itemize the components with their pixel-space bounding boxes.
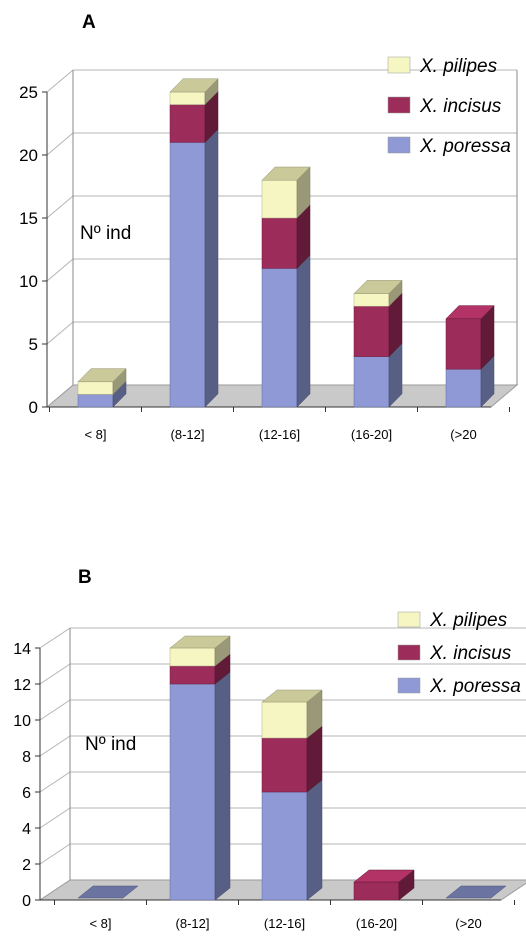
chart-a-bar-top <box>77 368 127 383</box>
chart-b-legend-label: X. poressa <box>429 676 521 697</box>
chart-a-bar-top <box>169 78 219 93</box>
chart-b-bar-segment <box>261 701 308 739</box>
chart-a-bar-segment <box>169 142 206 408</box>
chart-a-x-tick-label: (>20 <box>450 427 476 442</box>
chart-a-bar-segment <box>261 179 298 219</box>
chart-a: A 0 5 10 15 20 25 < 8] (8-12] (12-16] (16-20] (>20 N… <box>19 12 519 442</box>
chart-b-legend-swatch <box>397 644 421 661</box>
chart-a-bar-segment <box>77 381 114 395</box>
chart-b-grid-connector <box>39 843 71 865</box>
chart-b-x-tick-label: < 8] <box>89 916 111 931</box>
chart-b-x-tick-label: (16-20] <box>356 916 397 931</box>
chart-a-bar-segment <box>77 394 114 408</box>
chart-a-grid-connector <box>46 132 74 156</box>
chart-a-legend-swatch <box>387 96 411 114</box>
chart-a-y-label: Nº ind <box>80 223 131 244</box>
chart-b-bar-segment <box>353 881 400 901</box>
chart-a-x-tick-label: (12-16] <box>259 427 300 442</box>
chart-a-x-tick-label: (16-20] <box>351 427 392 442</box>
chart-a-bar-segment <box>169 104 206 143</box>
chart-b-bar-segment <box>169 665 216 685</box>
chart-b-bar-segment <box>261 737 308 793</box>
chart-a-x-tick-label: (8-12] <box>171 427 205 442</box>
chart-a-legend-label: X. incisus <box>419 96 502 117</box>
chart-b-grid-connector <box>39 627 71 649</box>
chart-a-panel-label: A <box>82 12 96 33</box>
chart-a-x-tick-label: < 8] <box>84 427 106 442</box>
chart-b-bar-segment <box>261 791 308 901</box>
chart-b-legend-swatch <box>397 677 421 694</box>
chart-b-panel-label: B <box>78 567 92 588</box>
chart-b-bar-segment <box>169 647 216 667</box>
chart-b-y-tick-label: 12 <box>13 677 31 694</box>
chart-b-grid-connector <box>39 699 71 721</box>
chart-b-y-tick-label: 8 <box>22 749 31 766</box>
chart-a-grid-connector <box>46 321 74 345</box>
chart-b-bar-side <box>214 671 231 901</box>
chart-a-y-tick-label: 5 <box>29 335 38 354</box>
chart-a-grid-connector <box>46 195 74 219</box>
chart-b-y-tick-label: 4 <box>22 821 31 838</box>
chart-a-bar-segment <box>445 318 482 370</box>
chart-b-bar-empty <box>445 885 507 899</box>
chart-b-bar-empty <box>77 885 139 899</box>
chart-b-legend-swatch <box>397 611 421 628</box>
chart-a-bar-segment <box>353 293 390 307</box>
chart-a-grid-connector <box>46 69 74 93</box>
chart-b: B 0 2 4 6 8 10 12 14 < 8] (8-12] (12-16] (16-20] (>20… <box>13 567 526 931</box>
chart-a-bar-segment <box>353 356 390 408</box>
chart-a-bar-segment <box>169 91 206 105</box>
chart-a-legend-label: X. pilipes <box>419 56 498 77</box>
chart-b-bar-top <box>169 635 231 649</box>
chart-a-bar-side <box>204 128 219 408</box>
chart-b-legend-label: X. pilipes <box>429 610 508 631</box>
chart-b-x-tick-label: (>20 <box>455 916 481 931</box>
chart-a-bar-top <box>445 305 495 320</box>
chart-a-bar-side <box>296 254 311 408</box>
chart-a-legend-swatch <box>387 136 411 154</box>
chart-b-grid-connector <box>39 663 71 685</box>
chart-a-bar-segment <box>261 217 298 269</box>
chart-a-y-tick-label: 25 <box>19 83 38 102</box>
chart-b-grid-connector <box>39 807 71 829</box>
chart-b-bar-top <box>353 869 415 883</box>
chart-b-x-tick-label: (8-12] <box>176 916 210 931</box>
chart-b-bar-top <box>261 689 323 703</box>
chart-b-y-tick-label: 2 <box>22 857 31 874</box>
chart-b-legend-label: X. incisus <box>429 643 512 664</box>
chart-b-y-label: Nº ind <box>85 734 136 755</box>
chart-b-y-tick-label: 14 <box>13 641 31 658</box>
chart-b-y-tick-label: 10 <box>13 713 31 730</box>
chart-a-bar-segment <box>261 268 298 408</box>
chart-b-y-tick-label: 6 <box>22 785 31 802</box>
chart-b-x-tick-label: (12-16] <box>264 916 305 931</box>
chart-b-grid-connector <box>39 771 71 793</box>
chart-a-bar-top <box>261 166 311 181</box>
chart-a-legend-label: X. poressa <box>419 136 511 157</box>
chart-b-bar-segment <box>169 683 216 901</box>
chart-a-y-tick-label: 15 <box>19 209 38 228</box>
chart-a-bar-segment <box>445 368 482 408</box>
chart-a-y-tick-label: 0 <box>29 398 38 417</box>
chart-a-y-tick-label: 20 <box>19 146 38 165</box>
chart-a-bar-top <box>353 280 403 294</box>
chart-b-grid-connector <box>39 735 71 757</box>
chart-a-bar-segment <box>353 305 390 357</box>
chart-a-legend-swatch <box>387 56 411 74</box>
chart-b-y-tick-label: 0 <box>22 893 31 910</box>
chart-a-y-tick-label: 10 <box>19 272 38 291</box>
chart-b-bar-side <box>306 779 323 901</box>
chart-a-grid-connector <box>46 258 74 282</box>
